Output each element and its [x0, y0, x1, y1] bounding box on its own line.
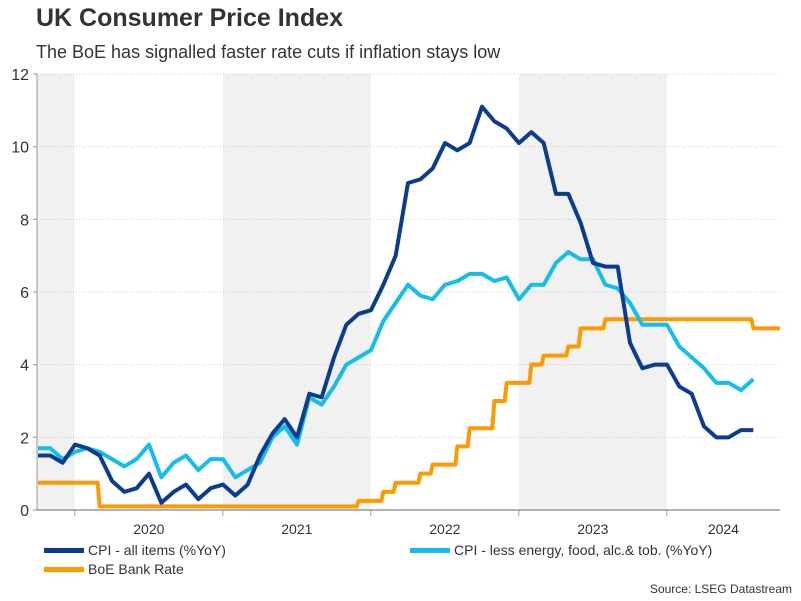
chart-subtitle: The BoE has signalled faster rate cuts i… — [36, 42, 501, 62]
x-tick-label: 2021 — [281, 521, 312, 537]
legend-swatch-boe-rate — [44, 566, 84, 572]
series-line-cpi-all — [38, 104, 754, 505]
legend-label: CPI - all items (%YoY) — [88, 542, 226, 558]
y-tick-label: 10 — [11, 140, 29, 157]
legend-item-boe-rate: BoE Bank Rate — [44, 561, 184, 577]
chart-title: UK Consumer Price Index — [36, 4, 344, 32]
x-tick-label: 2020 — [133, 521, 164, 537]
x-tick-label: 2023 — [577, 521, 608, 537]
y-tick-label: 8 — [20, 212, 29, 229]
legend-label: CPI - less energy, food, alc.& tob. (%Yo… — [454, 542, 713, 558]
x-tick-label: 2022 — [429, 521, 460, 537]
y-tick-label: 6 — [20, 285, 29, 302]
source-note: Source: LSEG Datastream — [649, 582, 792, 596]
legend-item-cpi-all: CPI - all items (%YoY) — [44, 542, 226, 558]
y-tick-label: 12 — [11, 67, 29, 84]
series-line-cpi-core — [38, 250, 755, 480]
x-tick-label: 2024 — [708, 521, 739, 537]
legend-item-cpi-core: CPI - less energy, food, alc.& tob. (%Yo… — [410, 542, 712, 558]
series-line-boe-rate — [38, 317, 780, 509]
legend-swatch-cpi-core — [410, 547, 450, 553]
legend-swatch-cpi-all — [44, 547, 84, 553]
legend-label: BoE Bank Rate — [88, 561, 184, 577]
y-tick-label: 0 — [20, 503, 29, 520]
y-tick-label: 2 — [20, 430, 29, 447]
y-tick-label: 4 — [20, 358, 29, 375]
